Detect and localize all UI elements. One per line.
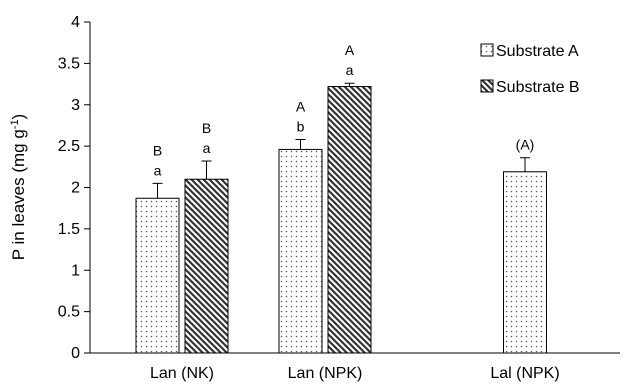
y-tick-label: 4	[71, 14, 80, 31]
bar-substrate-a	[135, 197, 180, 354]
legend-item-substrate-a: Substrate A	[480, 43, 579, 60]
y-tick-label: 2	[71, 180, 80, 197]
legend-swatch-substrate-b	[480, 79, 494, 93]
significance-letter: B	[153, 142, 162, 158]
significance-letter: a	[346, 62, 354, 78]
bar-substrate-b	[327, 86, 372, 354]
y-axis-title: P in leaves (mg g-1)	[9, 114, 28, 260]
significance-letter: a	[203, 140, 211, 156]
bar-substrate-a	[503, 171, 547, 354]
significance-letter: a	[154, 162, 162, 178]
x-tick-label: Lan (NK)	[150, 365, 214, 382]
significance-letter: B	[202, 120, 211, 136]
significance-letter: (A)	[516, 137, 535, 153]
legend: Substrate A Substrate B	[480, 43, 580, 96]
y-tick-label: 1	[71, 262, 80, 279]
y-tick-label: 0.5	[58, 304, 80, 321]
y-axis: 0 0.5 1 1.5 2 2.5 3 3.5 4	[58, 14, 91, 362]
x-axis: Lan (NK) Lan (NPK) Lal (NPK)	[90, 352, 620, 382]
y-tick-label: 3	[71, 97, 80, 114]
x-tick-label: Lan (NPK)	[288, 365, 363, 382]
x-tick-label: Lal (NPK)	[490, 365, 559, 382]
significance-letter: b	[297, 119, 305, 135]
significance-letter: A	[345, 42, 355, 58]
legend-swatch-substrate-a	[480, 43, 494, 57]
y-ticks: 0 0.5 1 1.5 2 2.5 3 3.5 4	[58, 14, 90, 362]
bar-substrate-a	[278, 148, 323, 354]
y-tick-label: 3.5	[58, 55, 80, 72]
y-tick-label: 2.5	[58, 138, 80, 155]
x-tick-labels: Lan (NK) Lan (NPK) Lal (NPK)	[150, 365, 560, 382]
legend-label-substrate-a: Substrate A	[496, 43, 579, 60]
bar-substrate-b	[184, 178, 229, 354]
legend-item-substrate-b: Substrate B	[480, 79, 580, 96]
legend-label-substrate-b: Substrate B	[496, 79, 580, 96]
y-tick-label: 1.5	[58, 221, 80, 238]
y-tick-label: 0	[71, 345, 80, 362]
significance-letter: A	[296, 99, 306, 115]
